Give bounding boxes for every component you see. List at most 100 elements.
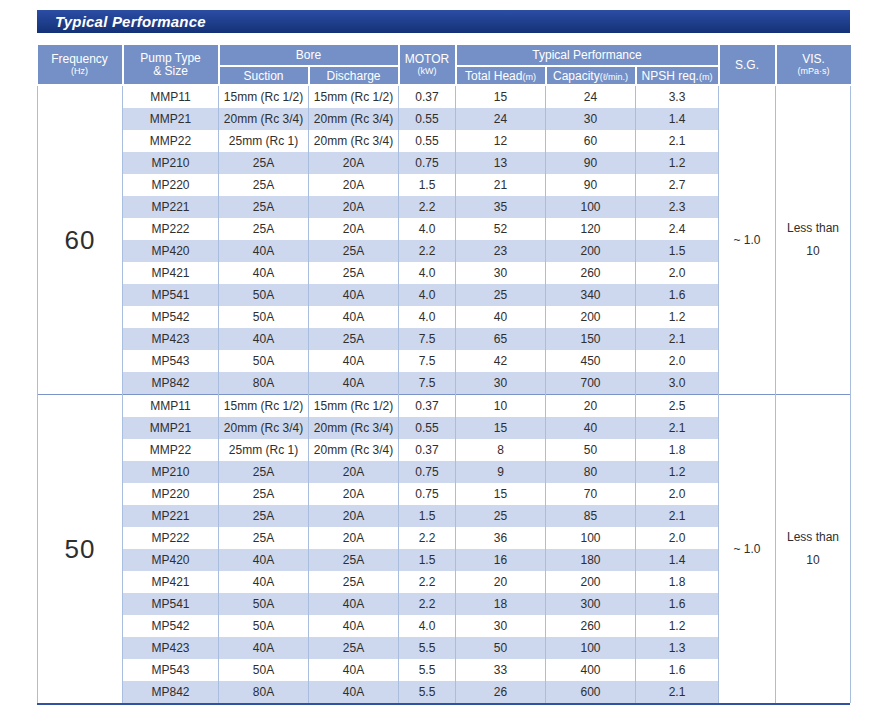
bore-suction-cell: 25A xyxy=(219,483,309,505)
capacity-cell: 85 xyxy=(546,505,636,527)
motor-kw-cell: 4.0 xyxy=(399,615,456,637)
capacity-cell: 600 xyxy=(546,681,636,703)
sg-value: ~ 1.0 xyxy=(719,395,776,704)
vis-value: Less than 10 xyxy=(776,395,851,704)
vis-unit-label: (mPa·s) xyxy=(777,66,851,76)
frequency-value: 60 xyxy=(38,85,123,395)
total-head-cell: 15 xyxy=(456,417,546,439)
bore-suction-cell: 50A xyxy=(219,350,309,372)
pump-type-cell: MP423 xyxy=(123,637,219,659)
bore-suction-cell: 50A xyxy=(219,306,309,328)
capacity-cell: 400 xyxy=(546,659,636,681)
bore-suction-cell: 25mm (Rc 1) xyxy=(219,439,309,461)
total-head-cell: 24 xyxy=(456,108,546,130)
bore-suction-cell: 50A xyxy=(219,615,309,637)
bore-discharge-cell: 40A xyxy=(309,350,399,372)
total-head-cell: 9 xyxy=(456,461,546,483)
pump-type-label-line1: Pump Type xyxy=(124,52,218,65)
bore-discharge-cell: 40A xyxy=(309,681,399,703)
bore-discharge-cell: 20A xyxy=(309,483,399,505)
pump-type-cell: MP421 xyxy=(123,262,219,284)
motor-kw-cell: 0.75 xyxy=(399,483,456,505)
total-head-cell: 35 xyxy=(456,196,546,218)
bore-suction-cell: 25A xyxy=(219,461,309,483)
pump-type-cell: MP842 xyxy=(123,681,219,703)
bore-discharge-cell: 40A xyxy=(309,372,399,395)
catalog-page: Typical Performance Frequency (Hz) Pump … xyxy=(0,0,885,720)
npsh-cell: 1.2 xyxy=(636,306,719,328)
npsh-cell: 2.1 xyxy=(636,505,719,527)
bore-discharge-cell: 40A xyxy=(309,615,399,637)
bore-discharge-cell: 40A xyxy=(309,593,399,615)
motor-kw-cell: 0.75 xyxy=(399,461,456,483)
pump-type-cell: MP542 xyxy=(123,615,219,637)
bore-discharge-cell: 20A xyxy=(309,174,399,196)
npsh-cell: 1.6 xyxy=(636,284,719,306)
pump-type-cell: MP220 xyxy=(123,174,219,196)
pump-type-cell: MP421 xyxy=(123,571,219,593)
npsh-cell: 1.6 xyxy=(636,659,719,681)
total-head-cell: 13 xyxy=(456,152,546,174)
pump-row: 50MMP1115mm (Rc 1/2)15mm (Rc 1/2)0.37102… xyxy=(38,395,851,418)
motor-unit-label: (kW) xyxy=(400,66,455,76)
bore-discharge-cell: 20A xyxy=(309,218,399,240)
pump-type-cell: MP541 xyxy=(123,593,219,615)
pump-type-cell: MP543 xyxy=(123,350,219,372)
npsh-cell: 2.1 xyxy=(636,417,719,439)
frequency-label: Frequency xyxy=(38,53,122,66)
npsh-cell: 1.4 xyxy=(636,549,719,571)
motor-kw-cell: 0.75 xyxy=(399,152,456,174)
npsh-unit-label: (m) xyxy=(699,72,713,82)
motor-kw-cell: 4.0 xyxy=(399,218,456,240)
bore-suction-cell: 40A xyxy=(219,549,309,571)
pump-type-cell: MMP22 xyxy=(123,439,219,461)
bore-discharge-cell: 25A xyxy=(309,637,399,659)
npsh-cell: 1.2 xyxy=(636,615,719,637)
bore-suction-cell: 20mm (Rc 3/4) xyxy=(219,108,309,130)
npsh-cell: 2.1 xyxy=(636,681,719,703)
total-head-cell: 36 xyxy=(456,527,546,549)
npsh-cell: 2.0 xyxy=(636,483,719,505)
capacity-cell: 90 xyxy=(546,174,636,196)
pump-type-cell: MMP21 xyxy=(123,108,219,130)
motor-kw-cell: 5.5 xyxy=(399,637,456,659)
total-head-cell: 15 xyxy=(456,483,546,505)
bore-discharge-cell: 20mm (Rc 3/4) xyxy=(309,417,399,439)
motor-kw-cell: 2.2 xyxy=(399,527,456,549)
pump-type-cell: MP420 xyxy=(123,240,219,262)
bore-discharge-cell: 25A xyxy=(309,240,399,262)
vis-value: Less than 10 xyxy=(776,85,851,395)
total-head-cell: 12 xyxy=(456,130,546,152)
bore-discharge-cell: 40A xyxy=(309,306,399,328)
pump-type-cell: MP210 xyxy=(123,461,219,483)
npsh-cell: 1.8 xyxy=(636,571,719,593)
col-header-typical-performance: Typical Performance xyxy=(456,45,719,66)
frequency-value: 50 xyxy=(38,395,123,704)
bore-suction-cell: 25A xyxy=(219,196,309,218)
bore-suction-cell: 25A xyxy=(219,218,309,240)
capacity-cell: 80 xyxy=(546,461,636,483)
bore-suction-cell: 50A xyxy=(219,593,309,615)
pump-type-cell: MP542 xyxy=(123,306,219,328)
performance-table: Frequency (Hz) Pump Type & Size Bore MOT… xyxy=(37,45,851,703)
total-head-cell: 16 xyxy=(456,549,546,571)
npsh-cell: 3.3 xyxy=(636,85,719,108)
npsh-cell: 1.8 xyxy=(636,439,719,461)
bore-suction-cell: 40A xyxy=(219,571,309,593)
total-head-cell: 52 xyxy=(456,218,546,240)
capacity-cell: 300 xyxy=(546,593,636,615)
bore-discharge-cell: 20A xyxy=(309,152,399,174)
motor-kw-cell: 1.5 xyxy=(399,505,456,527)
capacity-cell: 70 xyxy=(546,483,636,505)
bore-discharge-cell: 40A xyxy=(309,284,399,306)
motor-kw-cell: 0.37 xyxy=(399,439,456,461)
table-header: Frequency (Hz) Pump Type & Size Bore MOT… xyxy=(38,45,851,85)
pump-type-cell: MMP11 xyxy=(123,395,219,418)
npsh-cell: 1.4 xyxy=(636,108,719,130)
col-header-sg: S.G. xyxy=(719,45,776,85)
sg-value: ~ 1.0 xyxy=(719,85,776,395)
capacity-cell: 200 xyxy=(546,571,636,593)
bore-suction-cell: 15mm (Rc 1/2) xyxy=(219,85,309,108)
header-row-1: Frequency (Hz) Pump Type & Size Bore MOT… xyxy=(38,45,851,66)
motor-kw-cell: 1.5 xyxy=(399,174,456,196)
